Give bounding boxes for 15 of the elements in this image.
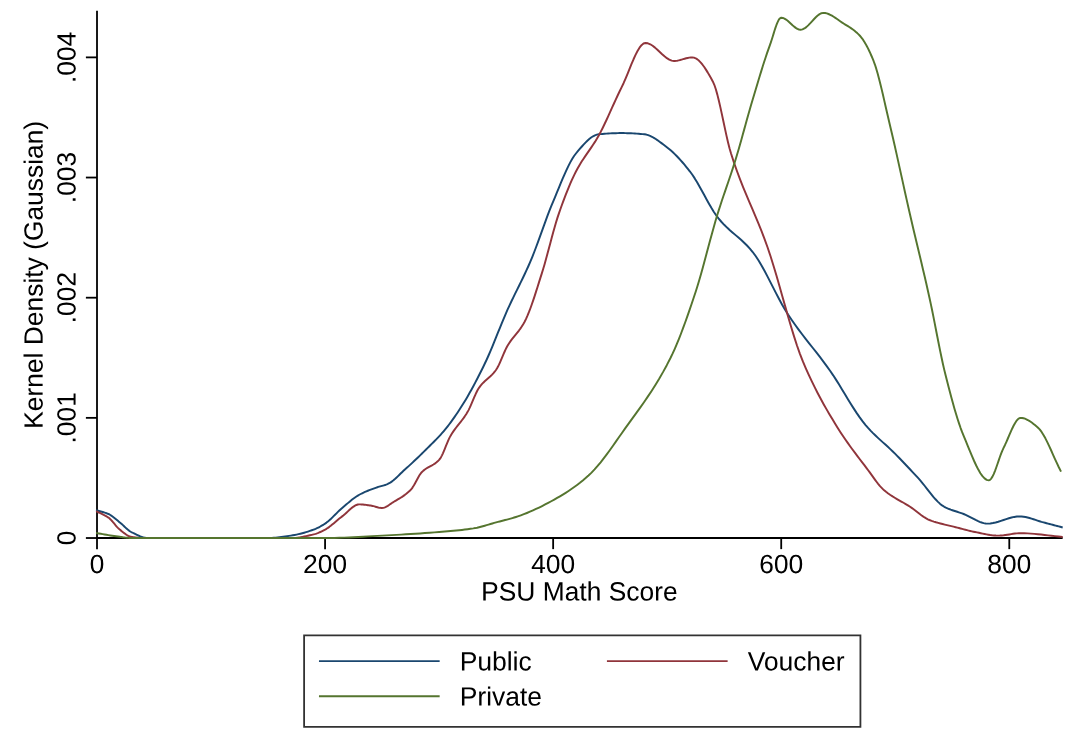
- y-tick-label: .003: [57, 153, 76, 201]
- y-axis-title: Kernel Density (Gaussian): [23, 122, 49, 427]
- y-tick-label: .002: [57, 273, 76, 321]
- x-tick-label: 200: [304, 554, 347, 574]
- x-tick-label: 800: [988, 554, 1031, 574]
- legend-label: Public: [461, 651, 531, 671]
- x-tick-label: 0: [90, 554, 104, 574]
- x-axis-title: PSU Math Score: [483, 581, 677, 601]
- y-tick-label: .004: [57, 32, 76, 81]
- y-tick-label: .001: [57, 393, 76, 442]
- legend-label: Private: [461, 686, 541, 706]
- y-tick-label: 0: [57, 531, 76, 545]
- x-tick-label: 400: [531, 554, 575, 574]
- x-tick-label: 600: [760, 554, 803, 574]
- legend-label: Voucher: [747, 651, 845, 671]
